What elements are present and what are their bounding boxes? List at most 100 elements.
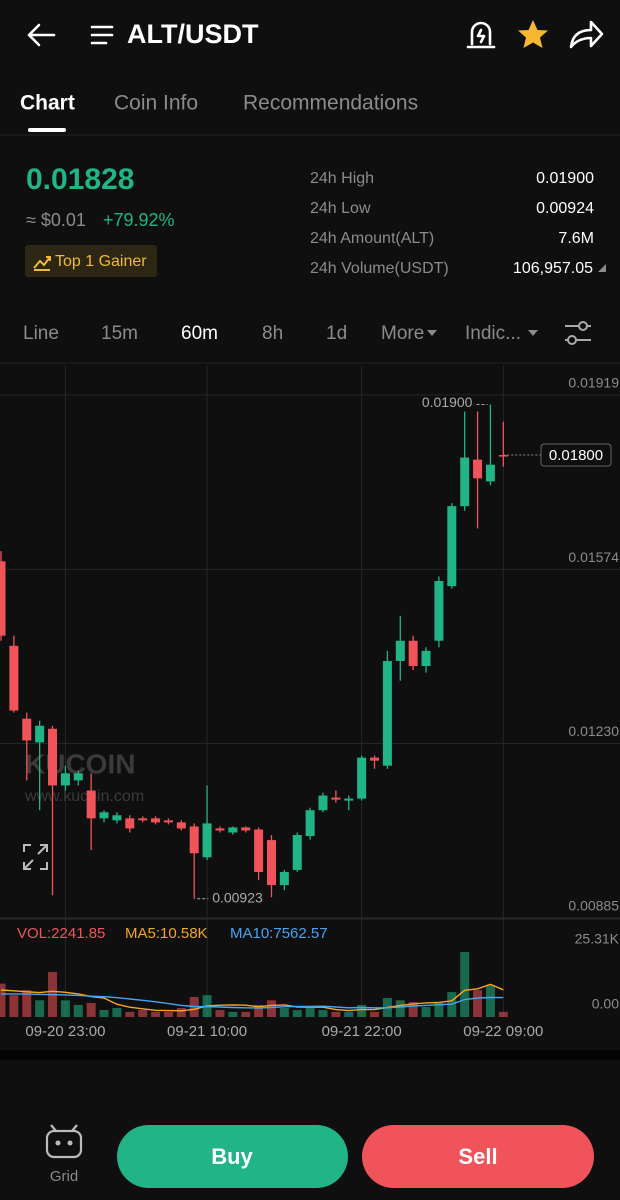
tab-bar: Chart Coin Info Recommendations	[0, 92, 620, 136]
volume-bar	[176, 1008, 186, 1017]
sell-button[interactable]	[362, 1125, 594, 1188]
interval-option[interactable]: 1d	[326, 323, 347, 344]
y-tick-label: 0.01574	[568, 549, 619, 565]
candle-body	[189, 826, 199, 854]
volume-bar	[138, 1010, 148, 1017]
volume-bar	[318, 1010, 328, 1017]
volume-label: VOL:2241.85	[17, 925, 105, 942]
volume-bar	[99, 1010, 109, 1017]
candle-body	[344, 798, 354, 801]
interval-option[interactable]: Line	[23, 323, 59, 344]
candle-body	[370, 757, 380, 761]
volume-bar	[408, 1002, 418, 1017]
candle-body	[22, 718, 32, 741]
back-button[interactable]	[27, 23, 56, 47]
candle-body	[318, 795, 328, 811]
candle-body	[408, 640, 418, 667]
tab[interactable]: Recommendations	[243, 92, 418, 115]
volume-bar	[0, 983, 6, 1017]
candle-body	[473, 459, 483, 479]
stat-label: 24h Low	[310, 200, 371, 217]
y-tick-label: 0.01919	[568, 375, 619, 391]
volume-bar	[73, 1004, 83, 1017]
favorite-button[interactable]	[518, 20, 548, 48]
buy-label: Buy	[211, 1144, 253, 1169]
ma5-label: MA5:10.58K	[125, 925, 208, 942]
candle-body	[254, 829, 264, 872]
fiat-price: ≈ $0.01	[26, 210, 86, 230]
volume-bar	[344, 1011, 354, 1017]
candle-body	[485, 464, 495, 482]
menu-button[interactable]	[90, 25, 114, 45]
candle-body	[35, 725, 45, 743]
watermark-url: www.kucoin.com	[24, 788, 144, 805]
badge[interactable]	[25, 245, 157, 277]
volume-bar	[331, 1011, 341, 1017]
candle-body	[99, 812, 109, 819]
candle-body	[357, 757, 367, 799]
candle-body	[460, 457, 470, 507]
volume-chart: VOL:2241.85 MA5:10.58K MA10:7562.57 25.3…	[0, 918, 620, 1017]
x-tick-label: 09-20 23:00	[25, 1023, 105, 1040]
interval-option[interactable]: 8h	[262, 323, 283, 344]
volume-bar	[395, 1000, 405, 1017]
grid-icon-antenna	[50, 1124, 78, 1132]
tab-indicator	[28, 128, 66, 132]
high-annotation: 0.01900	[422, 394, 473, 410]
tab[interactable]: Coin Info	[114, 92, 198, 115]
share-button[interactable]	[569, 20, 604, 49]
stat-value: 0.01900	[536, 170, 594, 187]
current-price-box	[540, 443, 612, 467]
x-tick-label: 09-22 09:00	[463, 1023, 543, 1040]
sell-label: Sell	[458, 1144, 497, 1169]
volume-bar	[60, 1000, 70, 1017]
dropdown-caret	[528, 330, 538, 336]
candle-body	[498, 455, 508, 457]
volume-bar	[22, 990, 32, 1017]
stat-value: 106,957.05	[513, 260, 593, 277]
interval-option[interactable]: More	[381, 323, 424, 344]
candle-body	[305, 810, 315, 837]
separator	[0, 1050, 620, 1060]
fullscreen-button[interactable]	[23, 844, 48, 870]
candle-body	[215, 828, 225, 831]
candle-body	[48, 728, 58, 786]
grid-icon[interactable]	[45, 1129, 83, 1159]
candle-body	[9, 645, 19, 711]
grid-icon-eye	[67, 1140, 73, 1146]
interval-option[interactable]: 60m	[181, 323, 218, 344]
volume-bar	[473, 990, 483, 1017]
candle-body	[86, 790, 96, 819]
candle-body	[292, 835, 302, 870]
volume-bar	[421, 1006, 431, 1017]
volume-bar	[9, 995, 19, 1017]
tab[interactable]: Chart	[20, 92, 75, 115]
low-annotation: 0.00923	[212, 889, 263, 905]
candle-body	[241, 827, 251, 831]
volume-bar	[86, 1002, 96, 1017]
interval-option[interactable]: Indic...	[465, 323, 521, 344]
candle-body	[266, 840, 276, 886]
ma10-line	[1, 993, 504, 1009]
alert-button[interactable]	[466, 21, 496, 49]
volume-bar	[266, 1000, 276, 1017]
expand-indicator	[598, 264, 606, 272]
volume-bar	[163, 1011, 173, 1017]
buy-button[interactable]	[117, 1125, 348, 1188]
candle-body	[434, 581, 444, 641]
badge-icon	[33, 256, 51, 271]
interval-option[interactable]: 15m	[101, 323, 138, 344]
candle-body	[138, 818, 148, 821]
volume-bar	[151, 1011, 161, 1017]
stat-value: 0.00924	[536, 200, 594, 217]
candle-body	[151, 818, 161, 823]
volume-bar	[228, 1011, 238, 1017]
current-price-label: 0.01800	[549, 447, 603, 464]
stat-label: 24h Volume(USDT)	[310, 260, 449, 277]
volume-bar	[254, 1004, 264, 1017]
volume-bar	[370, 1011, 380, 1017]
grid-label[interactable]: Grid	[50, 1168, 78, 1185]
